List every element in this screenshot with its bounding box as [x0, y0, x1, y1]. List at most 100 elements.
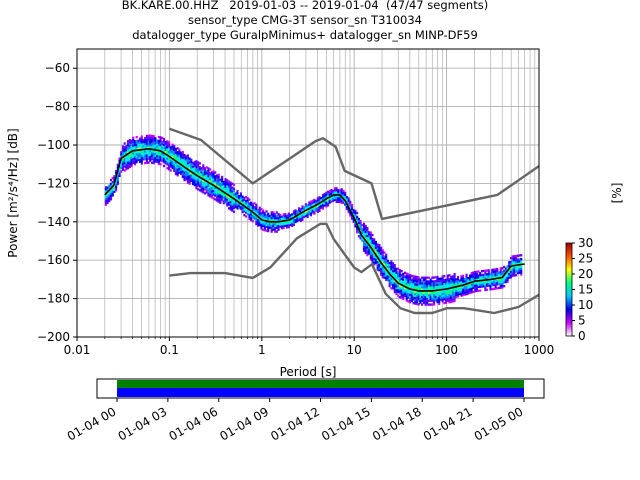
heatmap-cell — [140, 135, 143, 138]
heatmap-cell — [215, 176, 219, 179]
heatmap-cell — [183, 161, 186, 164]
heatmap-cell — [202, 179, 205, 182]
heatmap-cell — [207, 182, 210, 185]
heatmap-cell — [161, 156, 164, 159]
heatmap-cell — [388, 261, 391, 265]
heatmap-cell — [306, 204, 309, 207]
heatmap-cell — [354, 209, 357, 213]
heatmap-cell — [209, 185, 212, 188]
heatmap-cell — [520, 273, 523, 276]
heatmap-cell — [455, 289, 458, 293]
heatmap-cell — [345, 205, 348, 208]
heatmap-cell — [116, 165, 119, 168]
heatmap-cell — [111, 180, 114, 184]
heatmap-cell — [127, 145, 130, 149]
heatmap-cell — [376, 258, 379, 262]
heatmap-cell — [487, 271, 490, 274]
heatmap-cell — [132, 144, 135, 147]
heatmap-cell — [263, 217, 266, 220]
heatmap-cell — [397, 275, 400, 278]
heatmap-cell — [287, 212, 290, 215]
heatmap-cell — [354, 213, 357, 216]
heatmap-cell — [443, 296, 446, 299]
heatmap-cell — [508, 272, 511, 275]
heatmap-cell — [427, 276, 431, 279]
heatmap-cell — [508, 268, 511, 272]
heatmap-cell — [451, 282, 454, 286]
heatmap-cell — [433, 297, 436, 300]
heatmap-cell — [113, 175, 116, 178]
heatmap-cell — [195, 179, 198, 182]
heatmap-cell — [130, 157, 133, 160]
heatmap-cell — [193, 170, 196, 173]
heatmap-cell — [520, 254, 523, 257]
heatmap-cell — [321, 207, 325, 210]
heatmap-cell — [272, 224, 275, 227]
heatmap-cell — [429, 295, 432, 299]
heatmap-cell — [152, 135, 155, 138]
heatmap-cell — [415, 302, 419, 306]
heatmap-cell — [373, 246, 376, 249]
heatmap-cell — [484, 271, 487, 274]
heatmap-cell — [458, 287, 461, 290]
heatmap-cell — [121, 164, 125, 167]
heatmap-cell — [364, 226, 367, 230]
heatmap-cell — [321, 193, 325, 197]
heatmap-cell — [393, 288, 396, 292]
heatmap-cell — [436, 299, 439, 302]
heatmap-cell — [467, 276, 470, 280]
heatmap-cell — [166, 149, 169, 153]
heatmap-cell — [438, 281, 441, 284]
heatmap-cell — [145, 150, 148, 153]
heatmap-cell — [265, 210, 268, 213]
heatmap-cell — [453, 276, 456, 280]
heatmap-cell — [311, 201, 314, 204]
heatmap-cell — [132, 146, 135, 149]
heatmap-cell — [315, 205, 318, 209]
heatmap-cell — [238, 198, 241, 202]
heatmap-cell — [127, 155, 130, 158]
heatmap-cell — [484, 286, 487, 290]
heatmap-cell — [256, 220, 260, 223]
heatmap-cell — [209, 177, 212, 181]
heatmap-cell — [219, 192, 222, 195]
heatmap-cell — [137, 139, 140, 142]
heatmap-cell — [162, 145, 166, 148]
heatmap-cell — [123, 163, 126, 166]
heatmap-cell — [520, 259, 523, 263]
heatmap-cell — [333, 198, 336, 202]
heatmap-cell — [400, 285, 403, 288]
heatmap-cell — [311, 209, 314, 212]
heatmap-cell — [162, 155, 166, 158]
heatmap-cell — [236, 195, 239, 199]
heatmap-cell — [171, 153, 174, 156]
heatmap-cell — [393, 283, 396, 286]
heatmap-cell — [169, 165, 172, 168]
heatmap-cell — [460, 279, 463, 282]
heatmap-cell — [144, 156, 147, 159]
heatmap-cell — [403, 275, 407, 278]
heatmap-cell — [178, 148, 181, 151]
heatmap-cell — [438, 298, 441, 302]
colorbar-gradient — [565, 242, 573, 337]
heatmap-cell — [427, 291, 431, 295]
heatmap-cell — [513, 274, 516, 277]
heatmap-cell — [287, 220, 290, 223]
heatmap-cell — [405, 274, 408, 277]
heatmap-cell — [183, 178, 186, 182]
heatmap-cell — [371, 258, 374, 262]
heatmap-cell — [203, 174, 207, 178]
heatmap-cell — [438, 279, 441, 282]
heatmap-cell — [381, 260, 384, 264]
heatmap-cell — [127, 165, 130, 168]
heatmap-cell — [472, 271, 475, 274]
heatmap-cell — [214, 198, 217, 201]
heatmap-cell — [427, 284, 431, 287]
heatmap-cell — [318, 196, 321, 199]
heatmap-cell — [402, 278, 405, 281]
heatmap-cell — [419, 299, 422, 302]
heatmap-cell — [386, 273, 389, 276]
heatmap-cell — [108, 186, 111, 189]
heatmap-cell — [378, 244, 381, 247]
heatmap-cell — [116, 179, 119, 182]
